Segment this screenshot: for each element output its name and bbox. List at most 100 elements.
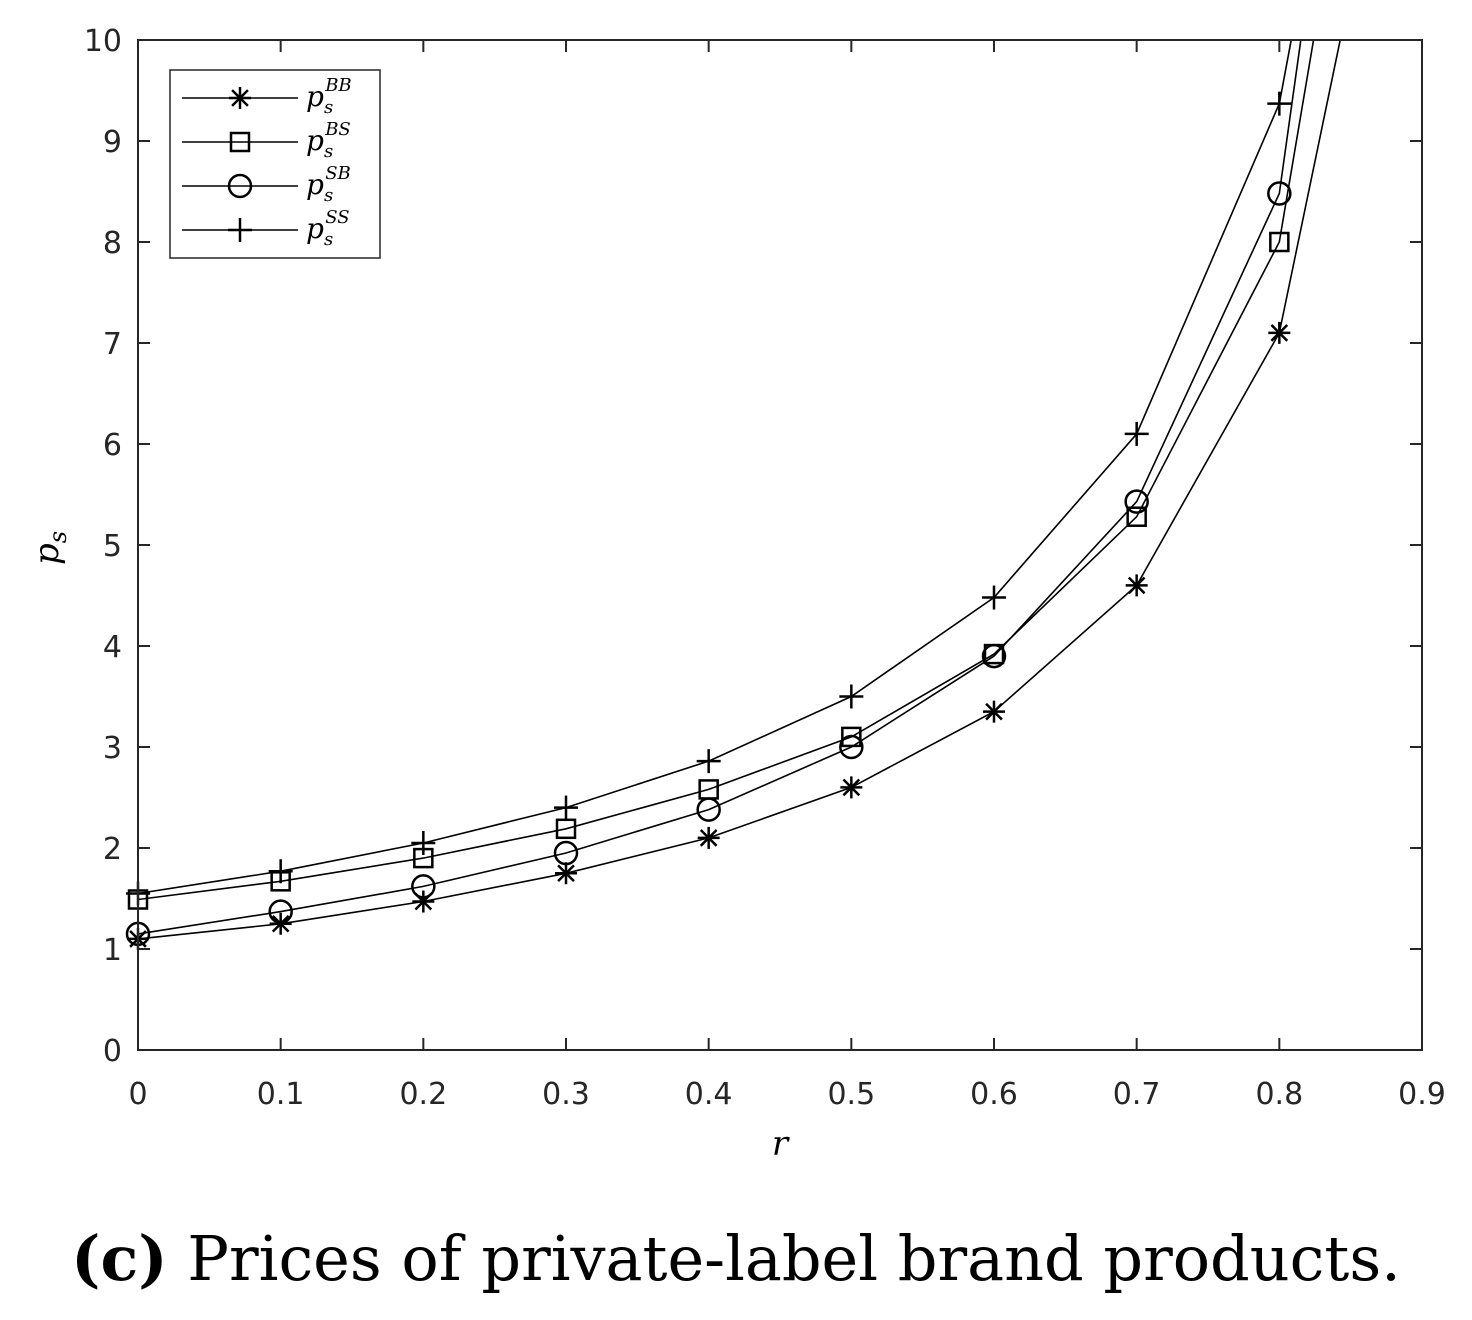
marker-shape: [696, 797, 721, 822]
marker-stroke: [557, 864, 575, 883]
legend-symbol: p: [306, 168, 324, 201]
data-point-bb: [983, 700, 1005, 723]
y-tick-label: 3: [103, 731, 122, 766]
circle-marker: [227, 173, 253, 199]
asterisk-marker: [229, 87, 251, 109]
marker-stroke: [699, 829, 718, 847]
marker-shape: [1267, 181, 1292, 206]
data-point-ss: [1124, 421, 1149, 446]
y-tick-label: 7: [103, 327, 122, 362]
data-point-ss: [696, 749, 721, 774]
marker-shape: [841, 726, 862, 748]
figure-caption: (c) Prices of private-label brand produc…: [0, 1222, 1472, 1295]
x-tick-label: 0.7: [1113, 1077, 1161, 1112]
x-tick-label: 0.8: [1255, 1077, 1303, 1112]
data-point-bs: [555, 818, 577, 840]
marker-shape: [268, 899, 293, 924]
x-tick-label: 0.4: [685, 1077, 733, 1112]
marker-stroke: [985, 702, 1003, 721]
y-tick-label: 5: [103, 529, 122, 564]
x-axis-label: r: [772, 1124, 790, 1164]
x-tick-label: 0: [128, 1077, 147, 1112]
data-point-bs: [841, 726, 862, 748]
legend-item-sb: psSB: [182, 163, 351, 206]
y-tick-label: 4: [103, 630, 122, 665]
x-tick-label: 0.3: [542, 1077, 590, 1112]
caption-text: Prices of private-label brand products.: [167, 1222, 1401, 1295]
data-point-sb: [1267, 181, 1292, 206]
series-line-bs: [138, 40, 1315, 901]
y-tick-label: 9: [103, 125, 122, 160]
plus-marker: [228, 218, 252, 242]
data-point-sb: [981, 643, 1007, 669]
legend-symbol: p: [306, 124, 324, 157]
data-point-sb: [696, 797, 721, 822]
x-tick-label: 0.6: [970, 1077, 1018, 1112]
marker-shape: [555, 818, 577, 840]
legend-label: psSS: [306, 207, 350, 250]
data-point-ss: [411, 830, 436, 855]
legend-superscript: SB: [325, 163, 351, 184]
y-tick-label: 10: [84, 24, 122, 59]
ticks-layer: 0 0.1 0.2 0.3 0.4 0.5 0.6 0.7 0.8 0.9 0 1 2 3 4 5 6 7 8 9 10: [84, 24, 1446, 1112]
data-point-bs: [1269, 231, 1290, 253]
chart: 0 0.1 0.2 0.3 0.4 0.5 0.6 0.7 0.8 0.9 0 1 2 3 4 5 6 7 8 9 10…: [27, 24, 1446, 1164]
data-point-ss: [268, 859, 293, 884]
marker-stroke: [1127, 576, 1146, 595]
marker-shape: [981, 643, 1007, 669]
data-point-bs: [1126, 506, 1147, 527]
y-axis-label-sub: s: [44, 531, 72, 543]
legend-symbol: p: [306, 80, 324, 113]
data-point-bb: [412, 890, 435, 913]
legend-subscript: s: [324, 229, 333, 250]
legend-superscript: BB: [324, 75, 351, 96]
marker-shape: [1124, 489, 1149, 514]
y-tick-label: 6: [103, 428, 122, 463]
caption-label: (c): [71, 1222, 168, 1295]
data-point-bb: [1125, 574, 1148, 597]
data-point-ss: [554, 795, 578, 820]
legend-box: [169, 69, 381, 259]
marker-shape: [229, 131, 251, 153]
data-point-sb: [268, 899, 293, 924]
data-point-sb: [411, 874, 436, 899]
marker-shape: [553, 840, 579, 866]
legend-item-bb: psBB: [182, 75, 352, 118]
legend-superscript: SS: [325, 207, 349, 228]
legend-label: psBS: [306, 119, 351, 162]
legend-subscript: s: [324, 141, 333, 162]
y-tick-label: 0: [103, 1034, 122, 1069]
data-point-sb: [553, 840, 579, 866]
marker-stroke: [842, 778, 861, 797]
series-line-bb: [138, 40, 1342, 940]
marker-stroke: [1270, 324, 1289, 342]
data-point-bb: [840, 776, 863, 799]
x-tick-label: 0.1: [257, 1077, 305, 1112]
legend-item-bs: psBS: [182, 119, 351, 162]
square-marker: [229, 131, 251, 153]
data-point-sb: [1124, 489, 1149, 514]
data-point-bb: [555, 862, 577, 885]
legend-subscript: s: [324, 97, 333, 118]
series-line-sb: [138, 40, 1302, 935]
y-tick-label: 1: [103, 933, 122, 968]
data-point-bb: [697, 826, 720, 849]
data-point-ss: [982, 585, 1006, 610]
y-tick-label: 2: [103, 832, 122, 867]
legend-symbol: p: [306, 212, 324, 245]
series-layer: [138, 40, 1342, 940]
y-axis-label-symbol: p: [27, 543, 67, 565]
y-tick-label: 8: [103, 226, 122, 261]
marker-shape: [227, 173, 253, 199]
series-line-ss: [138, 40, 1293, 895]
legend-label: psBB: [306, 75, 352, 118]
legend-label: psSB: [306, 163, 351, 206]
legend-item-ss: psSS: [182, 207, 350, 250]
y-axis-label: ps: [27, 531, 72, 565]
marker-shape: [1269, 231, 1290, 253]
data-point-ss: [1267, 91, 1292, 116]
legend-superscript: BS: [324, 119, 351, 140]
x-tick-label: 0.5: [827, 1077, 875, 1112]
marker-shape: [839, 734, 864, 760]
